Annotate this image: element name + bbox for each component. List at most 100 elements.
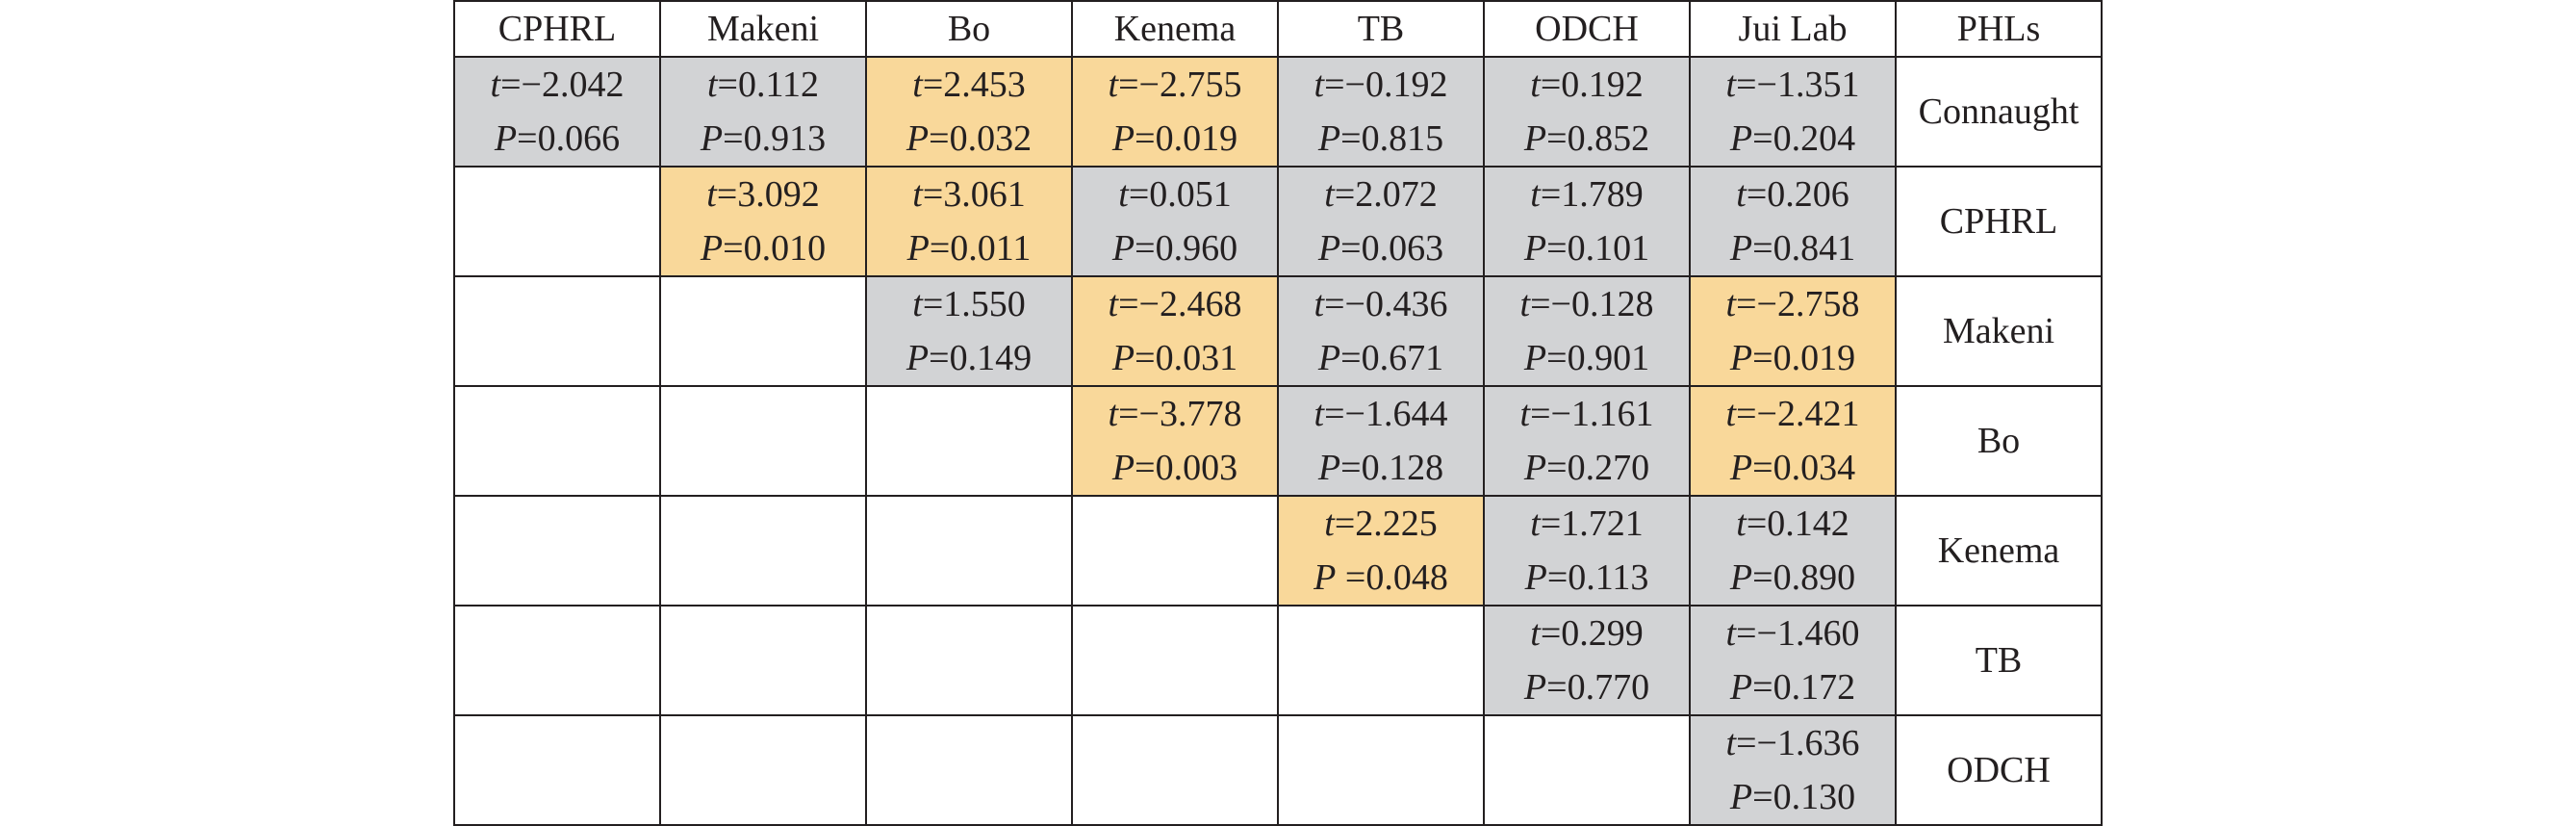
empty-cell — [865, 495, 1073, 607]
t-statistic: t=0.206 — [1691, 168, 1895, 221]
t-value: =1.550 — [922, 284, 1026, 324]
t-statistic: t=−2.421 — [1691, 387, 1895, 441]
table-row: t=−2.042 P=0.066 t=0.112 P=0.913 t=2.453 P=0.… — [453, 56, 2103, 168]
row-label: Kenema — [1895, 495, 2103, 607]
p-symbol: P — [1729, 228, 1753, 269]
p-value: =0.172 — [1752, 667, 1856, 708]
t-symbol: t — [1725, 394, 1737, 434]
t-symbol: t — [1530, 613, 1541, 654]
p-symbol: P — [1317, 228, 1341, 269]
stat-cell: t=−1.460 P=0.172 — [1689, 605, 1897, 716]
t-statistic: t=2.453 — [867, 58, 1071, 112]
empty-cell — [453, 495, 661, 607]
p-value: =0.011 — [929, 228, 1032, 269]
t-statistic: t=0.142 — [1691, 497, 1895, 551]
p-value-line: P=0.671 — [1279, 331, 1483, 385]
p-value-line: P=0.034 — [1691, 441, 1895, 495]
column-header: Bo — [865, 0, 1073, 58]
stat-cell: t=1.789 P=0.101 — [1483, 166, 1691, 277]
t-statistic: t=3.061 — [867, 168, 1071, 221]
stat-cell: t=−0.436 P=0.671 — [1277, 275, 1485, 387]
row-label: Connaught — [1895, 56, 2103, 168]
t-value: =−1.351 — [1736, 65, 1860, 105]
t-symbol: t — [1108, 284, 1119, 324]
empty-cell — [453, 385, 661, 497]
t-value: =0.051 — [1128, 174, 1232, 215]
p-value: =0.270 — [1546, 448, 1650, 488]
table-row: t=1.550 P=0.149 t=−2.468 P=0.031 t=−0.436 P=0… — [453, 275, 2103, 387]
p-value-line: P=0.890 — [1691, 551, 1895, 605]
t-value: =−2.468 — [1118, 284, 1242, 324]
table-row: t=2.225 P =0.048 t=1.721 P=0.113 t=0.142 P=0.… — [453, 495, 2103, 607]
t-value: =1.721 — [1540, 503, 1644, 544]
p-value: =0.048 — [1336, 557, 1448, 598]
t-statistic: t=−1.460 — [1691, 607, 1895, 660]
t-symbol: t — [1725, 613, 1737, 654]
t-statistic: t=2.072 — [1279, 168, 1483, 221]
p-value: =0.913 — [723, 118, 827, 159]
t-statistic: t=−0.192 — [1279, 58, 1483, 112]
empty-cell — [1071, 605, 1279, 716]
p-symbol: P — [1524, 557, 1547, 598]
table-row: t=0.299 P=0.770 t=−1.460 P=0.172 TB — [453, 605, 2103, 716]
t-symbol: t — [1314, 65, 1325, 105]
table-row: t=3.092 P=0.010 t=3.061 P=0.011 t=0.051 P=0.9… — [453, 166, 2103, 277]
empty-cell — [659, 714, 867, 826]
p-value: =0.204 — [1752, 118, 1856, 159]
column-header-phls: PHLs — [1895, 0, 2103, 58]
t-symbol: t — [1314, 284, 1325, 324]
t-symbol: t — [1530, 65, 1541, 105]
p-value: =0.770 — [1546, 667, 1650, 708]
stat-cell: t=−2.758 P=0.019 — [1689, 275, 1897, 387]
t-statistic: t=0.299 — [1485, 607, 1689, 660]
p-value: =0.031 — [1135, 338, 1238, 378]
t-value: =−2.042 — [500, 65, 625, 105]
empty-cell — [865, 714, 1073, 826]
t-value: =0.206 — [1746, 174, 1849, 215]
table-body: t=−2.042 P=0.066 t=0.112 P=0.913 t=2.453 P=0.… — [453, 56, 2103, 826]
stat-cell: t=1.550 P=0.149 — [865, 275, 1073, 387]
p-symbol: P — [905, 338, 930, 378]
t-value: =−2.755 — [1118, 65, 1242, 105]
t-symbol: t — [1519, 394, 1531, 434]
row-label: Bo — [1895, 385, 2103, 497]
row-label: ODCH — [1895, 714, 2103, 826]
empty-cell — [1277, 605, 1485, 716]
p-value: =0.852 — [1546, 118, 1650, 159]
t-statistic: t=−2.042 — [455, 58, 659, 112]
header-row: CPHRL Makeni Bo Kenema TB ODCH Jui Lab P… — [453, 0, 2103, 58]
p-value: =0.034 — [1752, 448, 1856, 488]
table-row: t=−3.778 P=0.003 t=−1.644 P=0.128 t=−1.161 P=… — [453, 385, 2103, 497]
stat-cell: t=−2.755 P=0.019 — [1071, 56, 1279, 168]
p-value: =0.901 — [1546, 338, 1650, 378]
p-symbol: P — [1729, 777, 1753, 817]
row-label: CPHRL — [1895, 166, 2103, 277]
empty-cell — [865, 385, 1073, 497]
stat-cell: t=−1.351 P=0.204 — [1689, 56, 1897, 168]
t-value: =−0.192 — [1324, 65, 1448, 105]
stat-cell: t=2.225 P =0.048 — [1277, 495, 1485, 607]
p-value-line: P=0.841 — [1691, 221, 1895, 275]
t-statistic: t=1.721 — [1485, 497, 1689, 551]
p-symbol: P — [1523, 338, 1547, 378]
stat-cell: t=−3.778 P=0.003 — [1071, 385, 1279, 497]
p-value-line: P=0.128 — [1279, 441, 1483, 495]
p-symbol: P — [1317, 118, 1341, 159]
t-symbol: t — [912, 284, 923, 324]
p-value-line: P=0.149 — [867, 331, 1071, 385]
p-value: =0.113 — [1546, 557, 1649, 598]
t-value: =−2.758 — [1736, 284, 1860, 324]
p-value: =0.101 — [1546, 228, 1650, 269]
p-value: =0.890 — [1752, 557, 1856, 598]
p-value-line: P=0.011 — [867, 221, 1071, 275]
p-value-line: P=0.130 — [1691, 770, 1895, 824]
p-value: =0.032 — [929, 118, 1033, 159]
p-symbol: P — [1729, 118, 1753, 159]
t-value: =−1.161 — [1530, 394, 1654, 434]
stat-cell: t=0.192 P=0.852 — [1483, 56, 1691, 168]
p-value-line: P=0.031 — [1073, 331, 1277, 385]
p-value-line: P=0.063 — [1279, 221, 1483, 275]
row-label: Makeni — [1895, 275, 2103, 387]
column-header: TB — [1277, 0, 1485, 58]
column-header: CPHRL — [453, 0, 661, 58]
